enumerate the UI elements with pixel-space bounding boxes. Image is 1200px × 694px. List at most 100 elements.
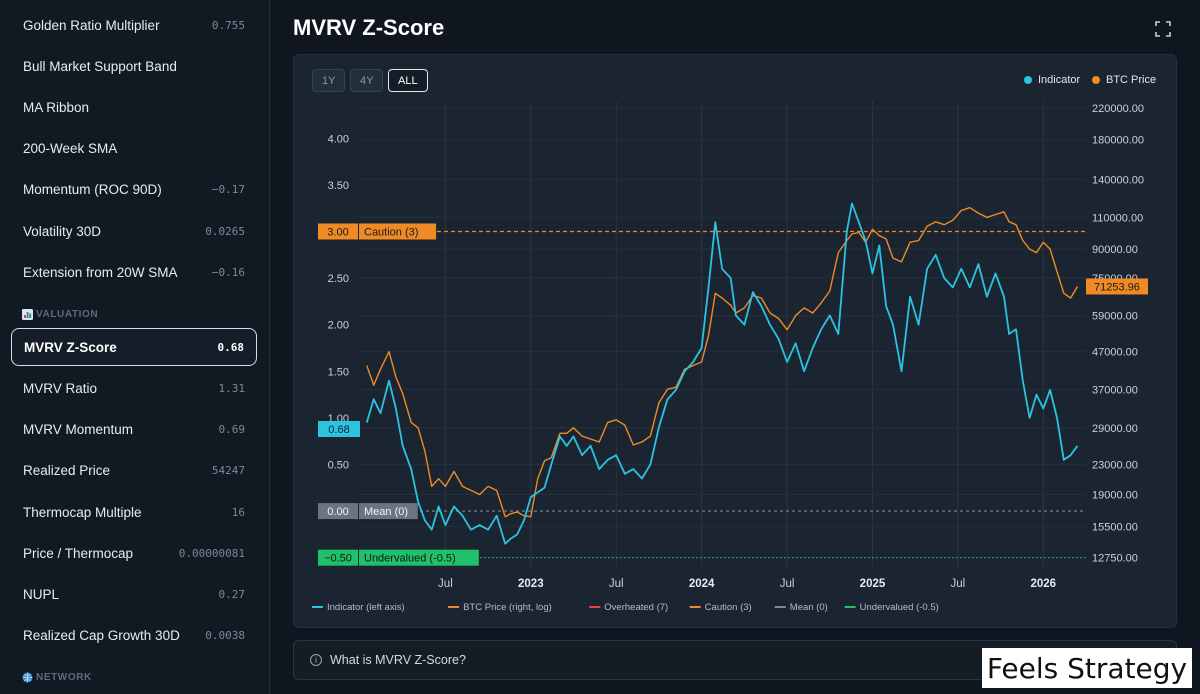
series-line-btc-price xyxy=(366,207,1079,518)
sidebar-item-value: 0.00000081 xyxy=(178,546,245,560)
sidebar-item-bull-market-support-band[interactable]: Bull Market Support Band xyxy=(11,47,257,85)
sidebar-item-label: NUPL xyxy=(23,586,60,602)
sidebar-item-label: MVRV Z-Score xyxy=(24,339,117,355)
about-accordion[interactable]: i What is MVRV Z-Score? xyxy=(293,640,1177,680)
y-right-tick-label: 12750.00 xyxy=(1092,552,1138,564)
sidebar-item-label: Extension from 20W SMA xyxy=(23,264,178,280)
sidebar-item-label: MA Ribbon xyxy=(23,99,90,115)
section-heading-label: NETWORK xyxy=(36,672,92,683)
sidebar-item-mvrv-ratio[interactable]: MVRV Ratio 1.31 xyxy=(11,369,257,407)
fullscreen-icon[interactable] xyxy=(1154,20,1172,38)
sidebar-item-label: Volatility 30D xyxy=(23,223,102,239)
sidebar-item-mvrv-momentum[interactable]: MVRV Momentum 0.69 xyxy=(11,410,257,448)
mvrv-chart[interactable]: 4.003.502.502.001.501.000.50220000.00180… xyxy=(294,55,1178,629)
sidebar-item-value: 0.69 xyxy=(218,422,246,436)
sidebar-item-value: 1.31 xyxy=(218,381,246,395)
y-right-tick-label: 23000.00 xyxy=(1092,459,1138,471)
page-title: MVRV Z-Score xyxy=(293,15,445,40)
legend-item-btc-price[interactable]: BTC Price xyxy=(1092,74,1156,86)
sidebar-item-label: Realized Cap Growth 30D xyxy=(23,627,180,643)
y-right-tick-label: 90000.00 xyxy=(1092,244,1138,256)
legend-bottom-label: BTC Price (right, log) xyxy=(463,602,552,613)
y-right-tick-label: 47000.00 xyxy=(1092,347,1138,359)
sidebar-item-realized-price[interactable]: Realized Price 54247 xyxy=(11,451,257,489)
sidebar-item-label: Momentum (ROC 90D) xyxy=(23,181,162,197)
section-heading-valuation: VALUATION xyxy=(22,309,98,320)
y-left-tick-label: 3.50 xyxy=(328,180,349,192)
main-panel: MVRV Z-Score 1Y 4Y ALL Indicator BTC Pri… xyxy=(270,0,1200,694)
section-heading-network: NETWORK xyxy=(22,672,92,683)
globe-icon xyxy=(22,672,33,683)
sidebar-item-price-thermocap[interactable]: Price / Thermocap 0.00000081 xyxy=(11,534,257,572)
sidebar-item-realized-cap-growth-30d[interactable]: Realized Cap Growth 30D 0.0038 xyxy=(11,616,257,654)
threshold-value-label: −0.50 xyxy=(324,553,352,565)
chart-card: 1Y 4Y ALL Indicator BTC Price 4.00 3.50 2.… xyxy=(293,54,1177,628)
sidebar-item-ma-ribbon[interactable]: MA Ribbon xyxy=(11,88,257,126)
sidebar-item-value: 0.0265 xyxy=(205,224,245,238)
sidebar-item-200-week-sma[interactable]: 200-Week SMA xyxy=(11,129,257,167)
threshold-value-badge xyxy=(318,549,358,566)
threshold-value-label: 3.00 xyxy=(327,226,348,238)
sidebar-item-value: 0.27 xyxy=(218,587,246,601)
y-right-tick-label: 19000.00 xyxy=(1092,489,1138,501)
sidebar-item-value: −0.17 xyxy=(211,182,245,196)
sidebar-item-extension-from-20w-sma[interactable]: Extension from 20W SMA −0.16 xyxy=(11,253,257,291)
y-right-tick-label: 37000.00 xyxy=(1092,384,1138,396)
y-right-tick-label: 180000.00 xyxy=(1092,135,1144,147)
range-button-all[interactable]: ALL xyxy=(388,69,428,92)
sidebar-item-value: 0.0038 xyxy=(205,628,245,642)
threshold-value-badge xyxy=(318,223,358,240)
sidebar-item-label: MVRV Ratio xyxy=(23,380,98,396)
sidebar-item-value: −0.16 xyxy=(211,265,245,279)
legend-swatch xyxy=(1092,76,1100,84)
section-heading-label: VALUATION xyxy=(36,309,99,320)
watermark: Feels Strategy xyxy=(982,648,1192,688)
y-right-tick-label: 15500.00 xyxy=(1092,522,1138,534)
sidebar-item-label: MVRV Momentum xyxy=(23,421,134,437)
sidebar-item-label: Realized Price xyxy=(23,462,111,478)
sidebar-item-nupl[interactable]: NUPL 0.27 xyxy=(11,575,257,613)
sidebar-item-mvrv-z-score[interactable]: MVRV Z-Score 0.68 xyxy=(11,328,257,366)
sidebar-item-label: 200-Week SMA xyxy=(23,140,118,156)
y-left-tick-label: 2.00 xyxy=(328,320,349,332)
x-tick-label: 2026 xyxy=(1030,578,1056,590)
sidebar-item-golden-ratio-multiplier[interactable]: Golden Ratio Multiplier 0.755 xyxy=(11,6,257,44)
current-price-label: 71253.96 xyxy=(1094,281,1140,293)
sidebar-item-value: 0.755 xyxy=(211,18,245,32)
range-button-4y[interactable]: 4Y xyxy=(350,69,384,92)
sidebar-item-momentum[interactable]: Momentum (ROC 90D) −0.17 xyxy=(11,170,257,208)
x-tick-label: Jul xyxy=(438,578,453,590)
sidebar-item-label: Bull Market Support Band xyxy=(23,58,177,74)
y-right-tick-label: 29000.00 xyxy=(1092,423,1138,435)
threshold-value-label: 0.00 xyxy=(327,506,348,518)
sidebar-item-volatility-30d[interactable]: Volatility 30D 0.0265 xyxy=(11,212,257,250)
x-tick-label: 2025 xyxy=(860,578,886,590)
range-button-1y[interactable]: 1Y xyxy=(312,69,346,92)
y-right-tick-label: 220000.00 xyxy=(1092,103,1144,115)
legend-item-indicator[interactable]: Indicator xyxy=(1024,74,1080,86)
sidebar-item-value: 0.68 xyxy=(217,340,245,354)
y-left-tick-label: 0.50 xyxy=(328,459,349,471)
threshold-name-label: Mean (0) xyxy=(364,506,408,518)
current-indicator-badge xyxy=(318,421,360,437)
y-left-tick-label: 4.00 xyxy=(328,133,349,145)
threshold-value-badge xyxy=(318,503,358,520)
sidebar-item-label: Price / Thermocap xyxy=(23,545,134,561)
sidebar-item-value: 54247 xyxy=(211,463,245,477)
bar-chart-icon xyxy=(22,309,33,320)
legend-label: BTC Price xyxy=(1106,74,1157,86)
legend-bottom-label: Mean (0) xyxy=(790,602,828,613)
y-right-tick-label: 110000.00 xyxy=(1092,212,1143,224)
series-line-indicator xyxy=(365,202,1079,545)
current-price-badge xyxy=(1086,278,1148,295)
sidebar-item-thermocap-multiple[interactable]: Thermocap Multiple 16 xyxy=(11,493,257,531)
sidebar-item-value: 16 xyxy=(231,505,245,519)
legend-label: Indicator xyxy=(1038,74,1081,86)
legend-bottom-label: Indicator (left axis) xyxy=(327,602,405,613)
threshold-name-label: Undervalued (-0.5) xyxy=(364,553,456,565)
y-right-tick-label: 59000.00 xyxy=(1092,311,1138,323)
x-tick-label: 2023 xyxy=(518,578,544,590)
legend-bottom-label: Overheated (7) xyxy=(604,602,668,613)
threshold-name-badge xyxy=(359,503,418,520)
x-tick-label: Jul xyxy=(780,578,795,590)
